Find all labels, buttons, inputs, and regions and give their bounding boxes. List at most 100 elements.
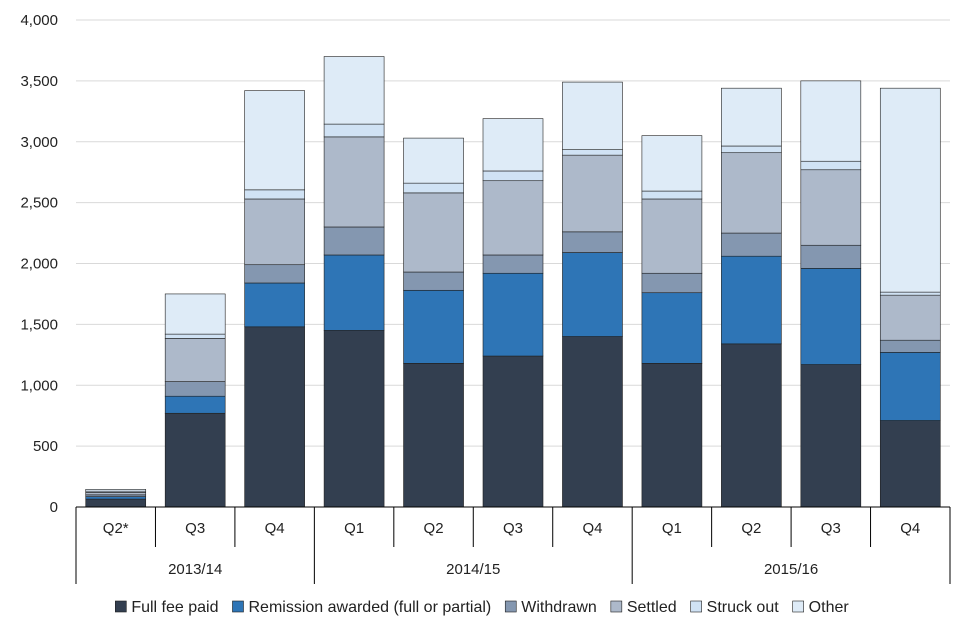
- x-axis: Q2* Q3 Q4 Q1 Q2 Q3 Q4 Q1 Q2 Q3 Q4 2013/14 2014/15 201…: [75, 506, 951, 584]
- bar-segment-other: [879, 87, 941, 293]
- legend: Full fee paid Remission awarded (full or …: [115, 599, 849, 616]
- bar-segment-full-fee-paid: [879, 420, 941, 508]
- bar-segment-struck-out: [879, 291, 941, 296]
- legend-label: Remission awarded (full or partial): [248, 599, 491, 616]
- y-tick-label: 2,500: [20, 195, 58, 212]
- bar-segment-withdrawn: [800, 244, 862, 269]
- bar-segment-struck-out: [244, 189, 305, 200]
- bar-segment-struck-out: [164, 333, 226, 339]
- bar-segment-settled: [164, 338, 226, 382]
- bar-segment-struck-out: [323, 123, 385, 138]
- bar-segment-settled: [403, 192, 464, 273]
- legend-swatch: [504, 600, 517, 613]
- legend-swatch: [115, 600, 127, 613]
- y-tick-label: 3,000: [20, 134, 58, 151]
- x-tick-label: Q3: [503, 520, 523, 537]
- bar-segment-other: [323, 56, 385, 125]
- y-tick-label: 3,500: [20, 73, 58, 90]
- bar-segment-full-fee-paid: [164, 412, 226, 508]
- bar-segment-struck-out: [641, 190, 703, 200]
- bar-segment-remission-awarded-full-or-partial: [164, 395, 226, 414]
- legend-label: Other: [809, 599, 850, 616]
- x-group-label: 2015/16: [764, 561, 818, 578]
- bar-segment-withdrawn: [244, 264, 305, 284]
- x-tick-label: Q2: [741, 520, 761, 537]
- y-tick-label: 500: [33, 438, 58, 455]
- bar-segment-other: [721, 87, 782, 147]
- legend-swatch: [690, 600, 702, 613]
- x-tick-label: Q1: [662, 520, 682, 537]
- legend-item: Remission awarded (full or partial): [232, 599, 491, 616]
- y-tick-label: 1,000: [20, 377, 58, 394]
- legend-swatch: [232, 600, 244, 613]
- x-group-label: 2013/14: [168, 561, 222, 578]
- bar-segment-struck-out: [403, 182, 464, 194]
- x-tick-label: Q1: [344, 520, 364, 537]
- bar-segment-remission-awarded-full-or-partial: [562, 252, 623, 337]
- y-tick-label: 2,000: [20, 256, 58, 273]
- bar-segment-withdrawn: [641, 272, 703, 294]
- bar-segment-settled: [244, 198, 305, 266]
- legend-label: Settled: [627, 599, 677, 616]
- bar-segment-full-fee-paid: [323, 330, 385, 508]
- bar-segment-settled: [85, 492, 147, 496]
- bar-segment-other: [800, 80, 862, 162]
- bar-segment-withdrawn: [323, 226, 385, 256]
- legend-label: Full fee paid: [131, 599, 218, 616]
- bar-segment-withdrawn: [482, 254, 544, 274]
- bar-segment-remission-awarded-full-or-partial: [85, 496, 147, 500]
- legend-swatch: [610, 600, 623, 613]
- bar-segment-full-fee-paid: [244, 326, 305, 508]
- bar-segment-remission-awarded-full-or-partial: [641, 292, 703, 364]
- bar-segment-other: [641, 135, 703, 192]
- bar-segment-struck-out: [562, 149, 623, 156]
- bar-segment-settled: [879, 294, 941, 341]
- bar-segment-other: [164, 293, 226, 335]
- legend-item: Full fee paid: [115, 599, 218, 616]
- bars: [85, 56, 941, 508]
- bar-segment-withdrawn: [721, 232, 782, 257]
- x-group-label: 2014/15: [446, 561, 500, 578]
- bar-segment-settled: [323, 136, 385, 228]
- bar-segment-remission-awarded-full-or-partial: [721, 255, 782, 345]
- bar-segment-withdrawn: [562, 231, 623, 253]
- bar-segment-struck-out: [482, 170, 544, 182]
- x-tick-label: Q2: [424, 520, 444, 537]
- bar-segment-settled: [721, 152, 782, 234]
- bar-segment-other: [244, 90, 305, 191]
- bar-segment-full-fee-paid: [641, 363, 703, 508]
- bar-segment-remission-awarded-full-or-partial: [403, 289, 464, 364]
- y-tick-label: 1,500: [20, 316, 58, 333]
- bar-segment-withdrawn: [403, 271, 464, 291]
- legend-item: Withdrawn: [504, 599, 597, 616]
- bar-segment-settled: [482, 180, 544, 256]
- bar-segment-remission-awarded-full-or-partial: [323, 254, 385, 331]
- bar-segment-full-fee-paid: [482, 355, 544, 508]
- x-tick-label: Q4: [582, 520, 602, 537]
- bar-segment-withdrawn: [164, 381, 226, 397]
- bar-segment-settled: [562, 154, 623, 233]
- legend-label: Struck out: [707, 599, 780, 616]
- bar-segment-other: [482, 118, 544, 172]
- y-tick-label: 4,000: [20, 12, 58, 29]
- x-tick-label: Q4: [265, 520, 285, 537]
- bar-segment-full-fee-paid: [800, 364, 862, 508]
- bar-segment-struck-out: [800, 160, 862, 171]
- x-tick-label: Q2*: [103, 520, 129, 537]
- bar-segment-remission-awarded-full-or-partial: [482, 272, 544, 357]
- bar-segment-struck-out: [721, 145, 782, 154]
- bar-segment-remission-awarded-full-or-partial: [879, 352, 941, 421]
- x-tick-label: Q3: [185, 520, 205, 537]
- bar-segment-remission-awarded-full-or-partial: [244, 282, 305, 328]
- x-tick-label: Q3: [821, 520, 841, 537]
- y-tick-label: 0: [50, 499, 58, 516]
- bar-segment-full-fee-paid: [403, 363, 464, 508]
- legend-label: Withdrawn: [521, 599, 597, 616]
- legend-item: Struck out: [690, 599, 780, 616]
- bar-segment-other: [85, 489, 147, 492]
- legend-item: Other: [792, 599, 850, 616]
- y-axis: 0 500 1,000 1,500 2,000 2,500 3,000 3,500 4,000: [20, 12, 58, 516]
- bar-segment-full-fee-paid: [562, 336, 623, 508]
- bar-segment-other: [403, 137, 464, 184]
